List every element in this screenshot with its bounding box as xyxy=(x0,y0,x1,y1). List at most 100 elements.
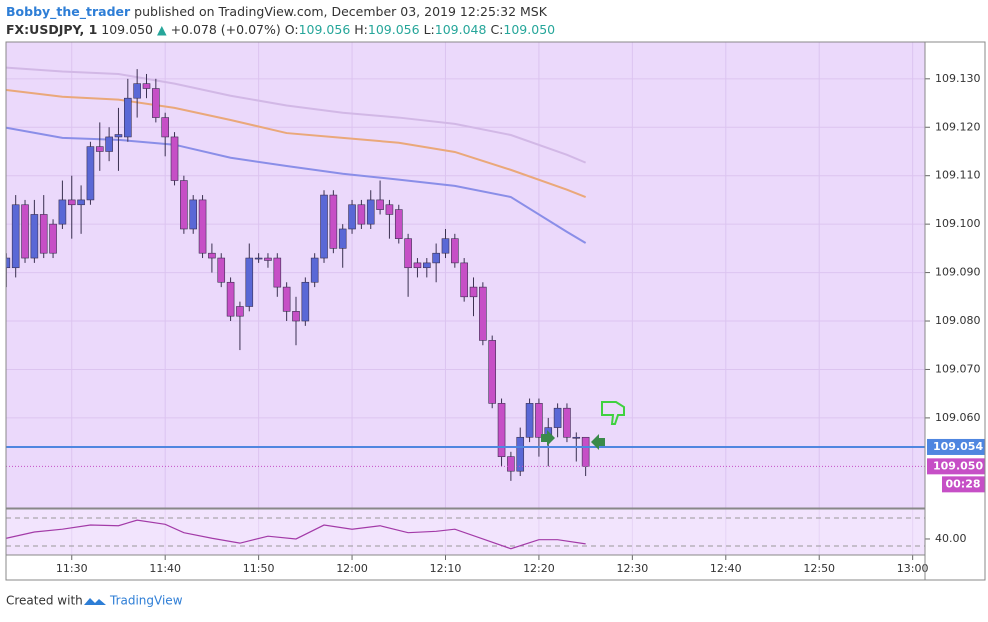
candle-body xyxy=(77,199,85,206)
y-tick-label: 109.070 xyxy=(935,362,981,375)
candle-body xyxy=(338,228,347,249)
arrow-right xyxy=(541,430,555,446)
countdown: 00:28 xyxy=(945,477,980,490)
x-tick-label: 12:00 xyxy=(336,562,368,575)
published: published on TradingView.com, December 0… xyxy=(134,4,548,19)
close: 109.050 xyxy=(503,22,555,37)
candle-body xyxy=(189,199,198,230)
candle-body xyxy=(357,204,366,225)
candle-body xyxy=(105,136,113,152)
x-tick-label: 11:50 xyxy=(243,562,275,575)
y-tick-label: 109.120 xyxy=(935,120,981,133)
candle-body xyxy=(217,257,226,283)
candle-body xyxy=(30,214,39,259)
candle-body xyxy=(385,204,394,215)
l-label: L: xyxy=(424,22,435,37)
y-tick-label: 109.110 xyxy=(935,169,981,182)
arrow: ▲ xyxy=(157,22,167,37)
candle-body xyxy=(497,403,506,457)
candle-body xyxy=(226,281,235,317)
candle-body xyxy=(86,146,95,201)
annotations xyxy=(541,401,625,450)
candle-body xyxy=(366,199,375,225)
candle-body xyxy=(254,257,263,260)
footer-brand[interactable]: TradingView xyxy=(109,594,183,608)
candle-body xyxy=(67,199,76,206)
moving-average xyxy=(6,66,587,164)
candle-body xyxy=(488,340,497,404)
candle-body xyxy=(58,199,67,225)
y-tick-label: 109.090 xyxy=(935,266,981,279)
x-tick-label: 12:20 xyxy=(523,562,555,575)
x-tick-label: 12:50 xyxy=(803,562,835,575)
candle-body xyxy=(292,311,300,322)
candle-body xyxy=(404,238,412,269)
candle-body xyxy=(198,199,207,254)
oscillator-pane xyxy=(6,509,925,555)
candle-body xyxy=(301,281,310,322)
symbol-line: FX:USDJPY, 1 109.050 ▲ +0.078 (+0.07%) O… xyxy=(6,22,555,37)
candle-body xyxy=(348,204,356,230)
candle-body xyxy=(273,257,282,288)
candle-body xyxy=(114,134,123,138)
candle-body xyxy=(152,88,160,118)
o-label: O: xyxy=(285,22,299,37)
author[interactable]: Bobby_the_trader xyxy=(6,4,131,20)
candle-body xyxy=(581,436,590,467)
candle-body xyxy=(95,146,104,152)
candle-body xyxy=(572,436,581,439)
candle-body xyxy=(310,257,319,283)
countdown-bg xyxy=(942,476,985,493)
candle-body xyxy=(11,204,20,269)
y-tick-label: 109.130 xyxy=(935,72,981,85)
y-tick-label: 109.060 xyxy=(935,411,981,424)
candle-body xyxy=(394,209,403,239)
price-label: 109.050 xyxy=(933,459,983,472)
arrow-left xyxy=(591,434,605,450)
candle-body xyxy=(535,403,543,438)
change: +0.078 (+0.07%) xyxy=(171,22,281,37)
pane-bg xyxy=(6,509,925,555)
candle-body xyxy=(376,199,384,210)
symbol: FX:USDJPY, 1 xyxy=(6,22,97,37)
candle-body xyxy=(516,436,525,472)
x-tick-label: 13:00 xyxy=(897,562,929,575)
candle-body xyxy=(525,403,534,438)
y-tick-label: 109.080 xyxy=(935,314,981,327)
candle-body xyxy=(49,223,57,254)
candle-body xyxy=(264,257,272,261)
high: 109.056 xyxy=(368,22,420,37)
candle-body xyxy=(208,252,216,259)
candle-body xyxy=(21,204,29,259)
h-label: H: xyxy=(354,22,368,37)
last: 109.050 xyxy=(101,22,153,37)
main-pane xyxy=(6,42,925,508)
candle-body xyxy=(413,262,422,269)
price-label: 109.054 xyxy=(933,440,983,453)
price-label-bg xyxy=(927,458,985,475)
thumbs-down xyxy=(601,401,625,425)
candle-body xyxy=(320,194,328,259)
logo xyxy=(84,598,106,605)
x-tick-label: 12:40 xyxy=(710,562,742,575)
x-tick-label: 11:40 xyxy=(149,562,181,575)
candle-body xyxy=(507,456,515,472)
candle-body xyxy=(133,83,141,99)
candle-body xyxy=(236,306,244,317)
candle-body xyxy=(124,97,132,138)
y-tick-label: 40.00 xyxy=(935,532,967,545)
x-tick-label: 12:30 xyxy=(617,562,649,575)
candle-body xyxy=(553,407,562,428)
candle-body xyxy=(432,252,440,264)
candle-body xyxy=(451,238,459,264)
frame xyxy=(924,41,986,581)
c-label: C: xyxy=(490,22,503,37)
y-tick-label: 109.100 xyxy=(935,217,981,230)
candle-body xyxy=(39,214,48,254)
open: 109.056 xyxy=(299,22,351,37)
candle-body xyxy=(180,180,188,230)
moving-average xyxy=(6,88,586,198)
x-tick-label: 11:30 xyxy=(56,562,88,575)
